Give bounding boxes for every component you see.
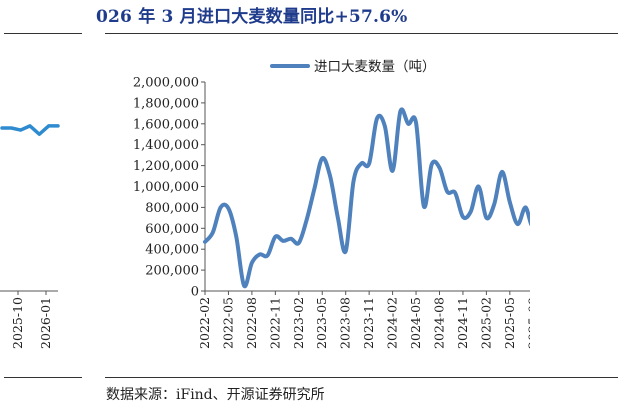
y-tick-label: 2,000,000 [133, 76, 199, 91]
x-tick-label: 2025-08 [525, 297, 530, 349]
x-tick-label: 2024-11 [455, 297, 470, 349]
y-tick-label: 0 [191, 285, 199, 300]
left-mini-chart: 2025-10 2026-01 [0, 124, 60, 349]
left-x-tick-label: 2026-01 [38, 297, 53, 349]
x-tick-label: 2023-05 [314, 297, 329, 349]
left-series-line [0, 124, 60, 136]
y-tick-label: 1,000,000 [133, 180, 199, 195]
x-tick-label: 2022-11 [267, 297, 282, 349]
y-tick-label: 800,000 [145, 201, 199, 216]
x-tick-label: 2024-08 [431, 297, 446, 349]
x-tick-label: 2023-08 [338, 297, 353, 349]
y-tick-label: 1,200,000 [133, 159, 199, 174]
x-tick-label: 2023-02 [291, 297, 306, 349]
y-tick-label: 1,400,000 [133, 138, 199, 153]
y-tick-label: 600,000 [145, 222, 199, 237]
y-tick-label: 400,000 [145, 243, 199, 258]
y-tick-label: 200,000 [145, 264, 199, 279]
series-line-barley-imports [203, 107, 530, 289]
y-tick-label: 1,600,000 [133, 117, 199, 132]
left-x-tick-label: 2025-10 [10, 297, 25, 349]
page-title: 026 年 3 月进口大麦数量同比+57.6% [96, 7, 408, 27]
x-tick-label: 2024-02 [385, 297, 400, 349]
y-tick-label: 1,800,000 [133, 96, 199, 111]
main-line-chart: 0 200,000 400,000 600,000 800,000 1,000,000 1,… [133, 59, 530, 349]
source-rule-left [4, 377, 82, 378]
x-tick-label: 2022-08 [244, 297, 259, 349]
x-tick-label: 2022-02 [197, 297, 212, 349]
title-rule-left [4, 33, 82, 34]
source-note: 数据来源：iFind、开源证券研究所 [106, 387, 325, 403]
title-rule-right [105, 33, 618, 34]
x-tick-label: 2024-05 [408, 297, 423, 349]
x-tick-label: 2025-02 [478, 297, 493, 349]
x-tick-label: 2022-05 [220, 297, 235, 349]
x-tick-label: 2023-11 [361, 297, 376, 349]
x-tick-label: 2025-05 [502, 297, 517, 349]
source-rule-right [105, 377, 618, 378]
legend-label: 进口大麦数量（吨） [314, 59, 436, 75]
